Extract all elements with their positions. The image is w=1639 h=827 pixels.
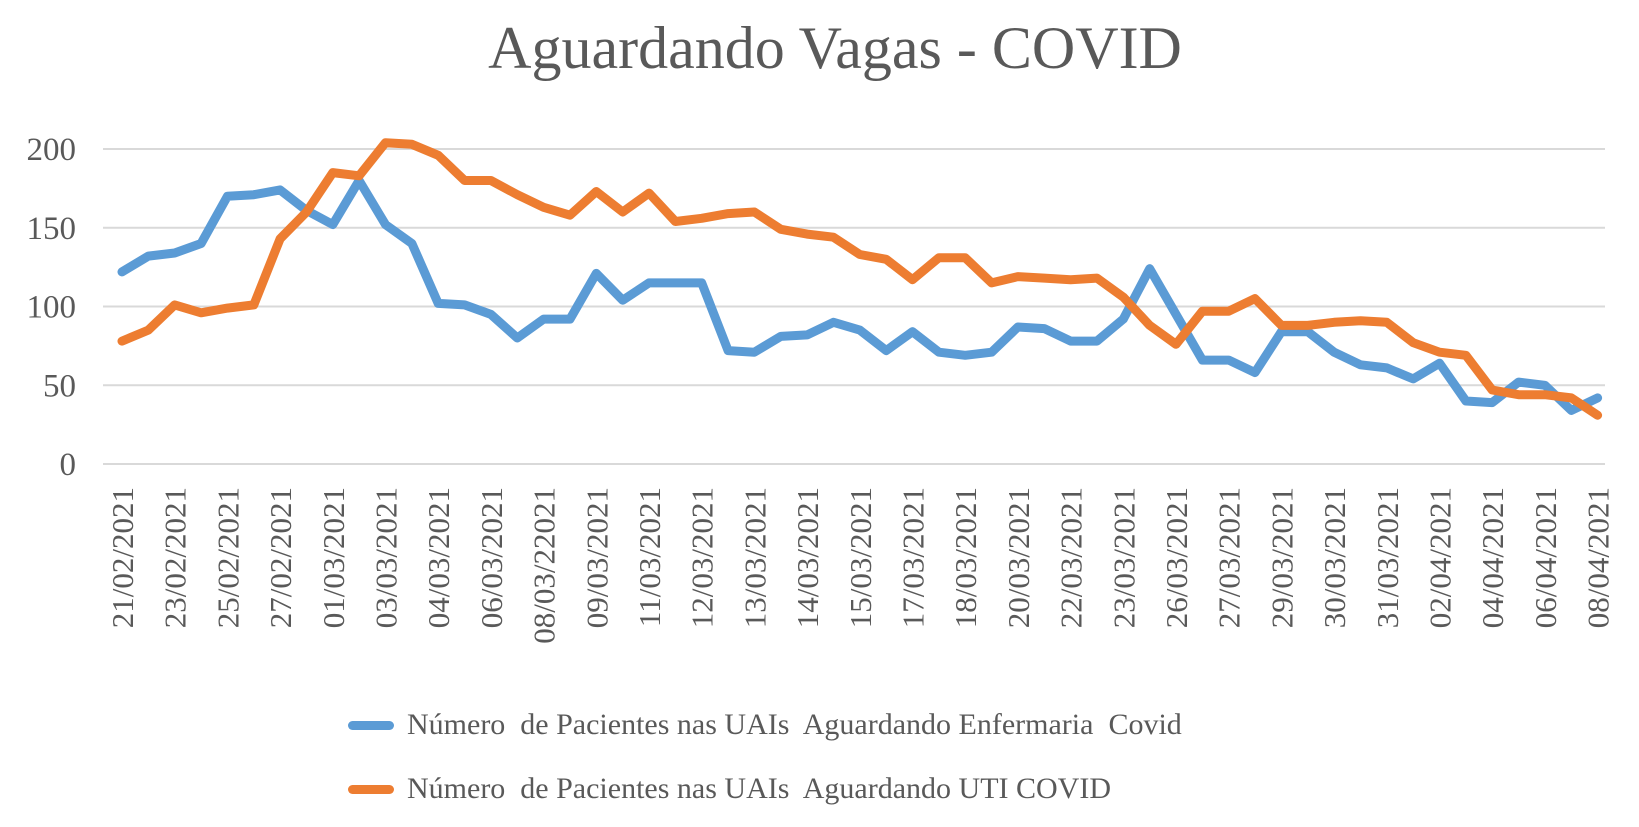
- x-axis-tick-labels: 21/02/2021 23/02/2021 25/02/2021 27/02/2021…: [105, 487, 1616, 644]
- x-tick-label: 30/03/2021: [1317, 487, 1352, 628]
- x-tick-label: 29/03/2021: [1264, 487, 1299, 628]
- legend-swatch-enfermaria-icon: [348, 720, 394, 730]
- legend-item-enfermaria: Número de Pacientes nas UAIs Aguardando …: [348, 704, 1182, 746]
- chart-legend: Número de Pacientes nas UAIs Aguardando …: [348, 704, 1182, 810]
- legend-label-uti: Número de Pacientes nas UAIs Aguardando …: [407, 772, 1112, 805]
- y-tick-label: 0: [60, 447, 77, 483]
- chart-title: Aguardando Vagas - COVID: [488, 15, 1182, 81]
- x-tick-label: 02/04/2021: [1423, 487, 1458, 628]
- x-tick-label: 06/04/2021: [1528, 487, 1563, 628]
- x-tick-label: 15/03/2021: [843, 487, 878, 628]
- x-tick-label: 14/03/2021: [790, 487, 825, 628]
- x-tick-label: 25/02/2021: [210, 487, 245, 628]
- x-tick-label: 08/04/2021: [1581, 487, 1616, 628]
- y-tick-label: 50: [43, 368, 76, 404]
- y-tick-label: 100: [27, 290, 77, 326]
- series-line-enfermaria: [117, 176, 1603, 415]
- x-tick-label: 12/03/2021: [685, 487, 720, 628]
- gridlines: [103, 148, 1605, 465]
- x-tick-label: 23/02/2021: [158, 487, 193, 628]
- x-tick-label: 22/03/2021: [1054, 487, 1089, 628]
- x-tick-label: 26/03/2021: [1159, 487, 1194, 628]
- x-tick-label: 04/03/2021: [421, 487, 456, 628]
- x-tick-label: 18/03/2021: [948, 487, 983, 628]
- x-tick-label: 08/03/22021: [527, 487, 562, 644]
- series-line-uti: [117, 138, 1603, 420]
- y-tick-label: 200: [27, 132, 77, 168]
- x-tick-label: 23/03/2021: [1106, 487, 1141, 628]
- x-tick-label: 06/03/2021: [474, 487, 509, 628]
- x-tick-label: 27/02/2021: [263, 487, 298, 628]
- x-tick-label: 27/03/2021: [1212, 487, 1247, 628]
- x-tick-label: 21/02/2021: [105, 487, 140, 628]
- x-tick-label: 13/03/2021: [737, 487, 772, 628]
- x-tick-label: 17/03/2021: [896, 487, 931, 628]
- x-tick-label: 01/03/2021: [316, 487, 351, 628]
- x-tick-label: 31/03/2021: [1370, 487, 1405, 628]
- x-tick-label: 09/03/2021: [579, 487, 614, 628]
- y-tick-label: 150: [27, 211, 77, 247]
- legend-label-enfermaria: Número de Pacientes nas UAIs Aguardando …: [407, 708, 1182, 741]
- y-axis-tick-labels: 0 50 100 150 200: [27, 132, 77, 483]
- x-tick-label: 11/03/2021: [632, 487, 667, 627]
- x-tick-label: 03/03/2021: [369, 487, 404, 628]
- x-tick-label: 04/04/2021: [1475, 487, 1510, 628]
- x-tick-label: 20/03/2021: [1001, 487, 1036, 628]
- legend-item-uti: Número de Pacientes nas UAIs Aguardando …: [348, 768, 1182, 810]
- legend-swatch-uti-icon: [348, 784, 394, 794]
